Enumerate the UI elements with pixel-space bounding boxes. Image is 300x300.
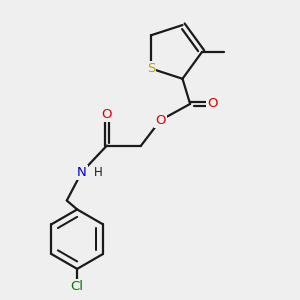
Text: Cl: Cl bbox=[71, 280, 84, 293]
Text: S: S bbox=[147, 62, 155, 75]
Text: N: N bbox=[77, 166, 86, 179]
Text: O: O bbox=[102, 108, 112, 121]
Text: O: O bbox=[207, 98, 218, 110]
Text: H: H bbox=[94, 166, 102, 179]
Text: O: O bbox=[155, 114, 166, 127]
